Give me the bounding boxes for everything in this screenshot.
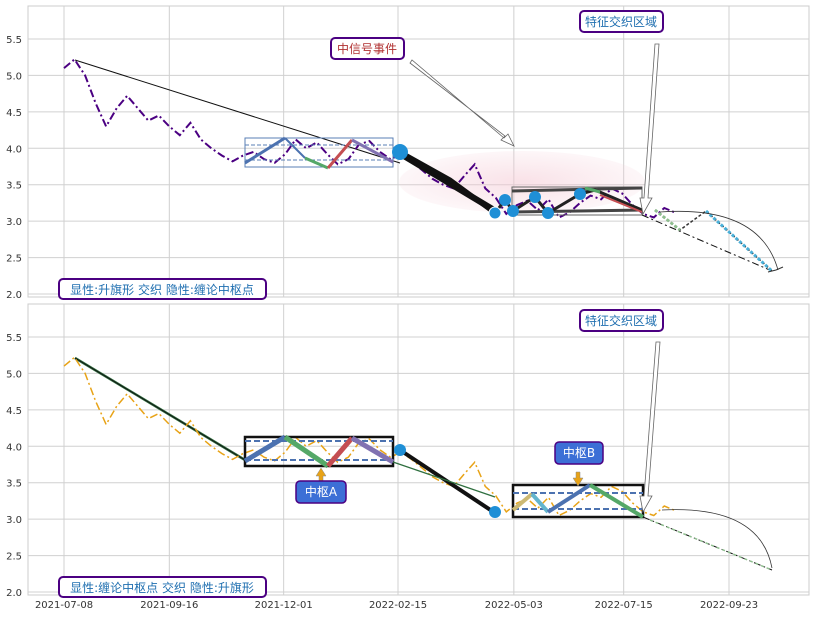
y-tick-label: 4.5 bbox=[6, 406, 22, 417]
arrow-to-ellipse bbox=[409, 59, 515, 147]
x-tick-labels: 2021-07-08 2021-09-16 2021-12-01 2022-02-15… bbox=[35, 600, 758, 611]
price-line-bottom bbox=[63, 356, 676, 517]
x-tick-label: 2022-07-15 bbox=[595, 600, 653, 611]
zig-seg-bot-8 bbox=[588, 483, 645, 519]
down-move-bottom-thin bbox=[392, 461, 496, 498]
consol-green-top bbox=[584, 186, 601, 194]
pivot-point-top bbox=[392, 144, 408, 160]
arrow-to-zone-top bbox=[639, 43, 660, 216]
zig-seg-top-4 bbox=[326, 139, 354, 169]
y-tick-label: 2.0 bbox=[6, 290, 22, 301]
x-tick-label: 2022-05-03 bbox=[485, 600, 543, 611]
projection-arrowhead-top bbox=[767, 266, 784, 273]
annot-pivot-b: 中枢B bbox=[554, 441, 604, 465]
projection-line-bottom-color bbox=[649, 519, 773, 571]
trend-line-bottom-inner bbox=[74, 357, 246, 461]
projection-zig-top-color bbox=[654, 208, 681, 232]
annot-signal-event-text: 中信号事件 bbox=[337, 41, 397, 56]
annot-legend-bottom-text: 显性:缠论中枢点 交织 隐性:升旗形 bbox=[70, 580, 254, 595]
annot-feature-zone-bottom: 特征交织区域 bbox=[579, 309, 664, 332]
annot-pivot-b-text: 中枢B bbox=[563, 445, 595, 460]
pivot-point-top bbox=[488, 206, 502, 220]
pivot-point-top bbox=[542, 207, 554, 219]
projection-arc-bottom bbox=[661, 509, 773, 569]
pivot-point-top bbox=[507, 205, 519, 217]
pivot-point-bottom bbox=[489, 506, 501, 518]
y-tick-label: 5.0 bbox=[6, 71, 22, 82]
zig-seg-bot-4 bbox=[350, 435, 395, 465]
annot-legend-bottom: 显性:缠论中枢点 交织 隐性:升旗形 bbox=[58, 576, 267, 598]
bottom-y-tick-labels: 5.5 5.0 4.5 4.0 3.5 3.0 2.5 2.0 bbox=[6, 333, 22, 599]
annot-pivot-a-text: 中枢A bbox=[305, 484, 338, 499]
y-tick-label: 3.0 bbox=[6, 217, 22, 228]
zig-seg-top-3 bbox=[304, 156, 329, 170]
zig-seg-bot-3 bbox=[326, 436, 354, 468]
down-move-top-thin bbox=[398, 149, 497, 216]
y-tick-label: 3.0 bbox=[6, 515, 22, 526]
y-tick-label: 5.0 bbox=[6, 369, 22, 380]
x-tick-label: 2022-09-23 bbox=[700, 600, 758, 611]
annot-feature-zone-top-text: 特征交织区域 bbox=[585, 14, 657, 29]
y-tick-label: 5.5 bbox=[6, 333, 22, 344]
y-tick-label: 2.5 bbox=[6, 552, 22, 563]
x-tick-label: 2022-02-15 bbox=[369, 600, 427, 611]
y-tick-label: 2.0 bbox=[6, 588, 22, 599]
top-plot-frame bbox=[27, 5, 810, 298]
projection-line-top bbox=[641, 214, 773, 272]
pivot-point-bottom bbox=[394, 444, 406, 456]
pivot-box-a bbox=[243, 435, 395, 468]
consol-lower-top bbox=[511, 208, 643, 214]
zig-seg-bot-1 bbox=[243, 434, 287, 464]
zig-seg-top-5 bbox=[351, 138, 394, 164]
top-y-tick-labels: 5.5 5.0 4.5 4.0 3.5 3.0 2.5 2.0 bbox=[6, 35, 22, 301]
y-tick-label: 2.5 bbox=[6, 254, 22, 265]
annot-feature-zone-bottom-text: 特征交织区域 bbox=[585, 313, 657, 328]
top-panel: 5.5 5.0 4.5 4.0 3.5 3.0 2.5 2.0 bbox=[6, 5, 810, 301]
price-line-top bbox=[63, 57, 676, 219]
annot-pivot-a: 中枢A bbox=[295, 480, 347, 504]
y-tick-label: 3.5 bbox=[6, 479, 22, 490]
x-tick-label: 2021-12-01 bbox=[255, 600, 313, 611]
y-tick-label: 4.0 bbox=[6, 144, 22, 155]
pivot-point-top bbox=[574, 188, 586, 200]
y-tick-label: 5.5 bbox=[6, 35, 22, 46]
y-tick-label: 4.0 bbox=[6, 442, 22, 453]
annot-legend-top-text: 显性:升旗形 交织 隐性:缠论中枢点 bbox=[70, 282, 254, 297]
x-tick-label: 2021-09-16 bbox=[140, 600, 198, 611]
zig-seg-bot-7 bbox=[546, 483, 592, 514]
x-tick-label: 2021-07-08 bbox=[35, 600, 93, 611]
zig-seg-bot-5 bbox=[511, 492, 534, 512]
zig-seg-bot-6 bbox=[530, 492, 550, 514]
projection-arc-top bbox=[659, 210, 779, 271]
down-move-bottom bbox=[398, 448, 497, 515]
annot-feature-zone-top: 特征交织区域 bbox=[579, 10, 664, 33]
y-tick-label: 4.5 bbox=[6, 108, 22, 119]
consol-red-top bbox=[599, 194, 643, 213]
pivot-point-top bbox=[529, 191, 541, 203]
y-tick-label: 3.5 bbox=[6, 181, 22, 192]
zig-seg-top-2 bbox=[284, 137, 306, 159]
arrow-pivot-b bbox=[572, 471, 584, 487]
bottom-panel: 5.55.04.54.03.53.02.52.0 2021-07-08 2021-… bbox=[6, 303, 810, 611]
annot-legend-top: 显性:升旗形 交织 隐性:缠论中枢点 bbox=[58, 278, 267, 300]
zig-seg-top-1 bbox=[244, 136, 286, 165]
zig-seg-bot-2 bbox=[283, 434, 330, 469]
annot-signal-event: 中信号事件 bbox=[330, 37, 405, 60]
bottom-grid bbox=[28, 304, 809, 595]
arrow-to-zone-bottom bbox=[639, 341, 661, 514]
pivot-point-top bbox=[499, 194, 511, 206]
bottom-plot-frame bbox=[27, 303, 810, 596]
